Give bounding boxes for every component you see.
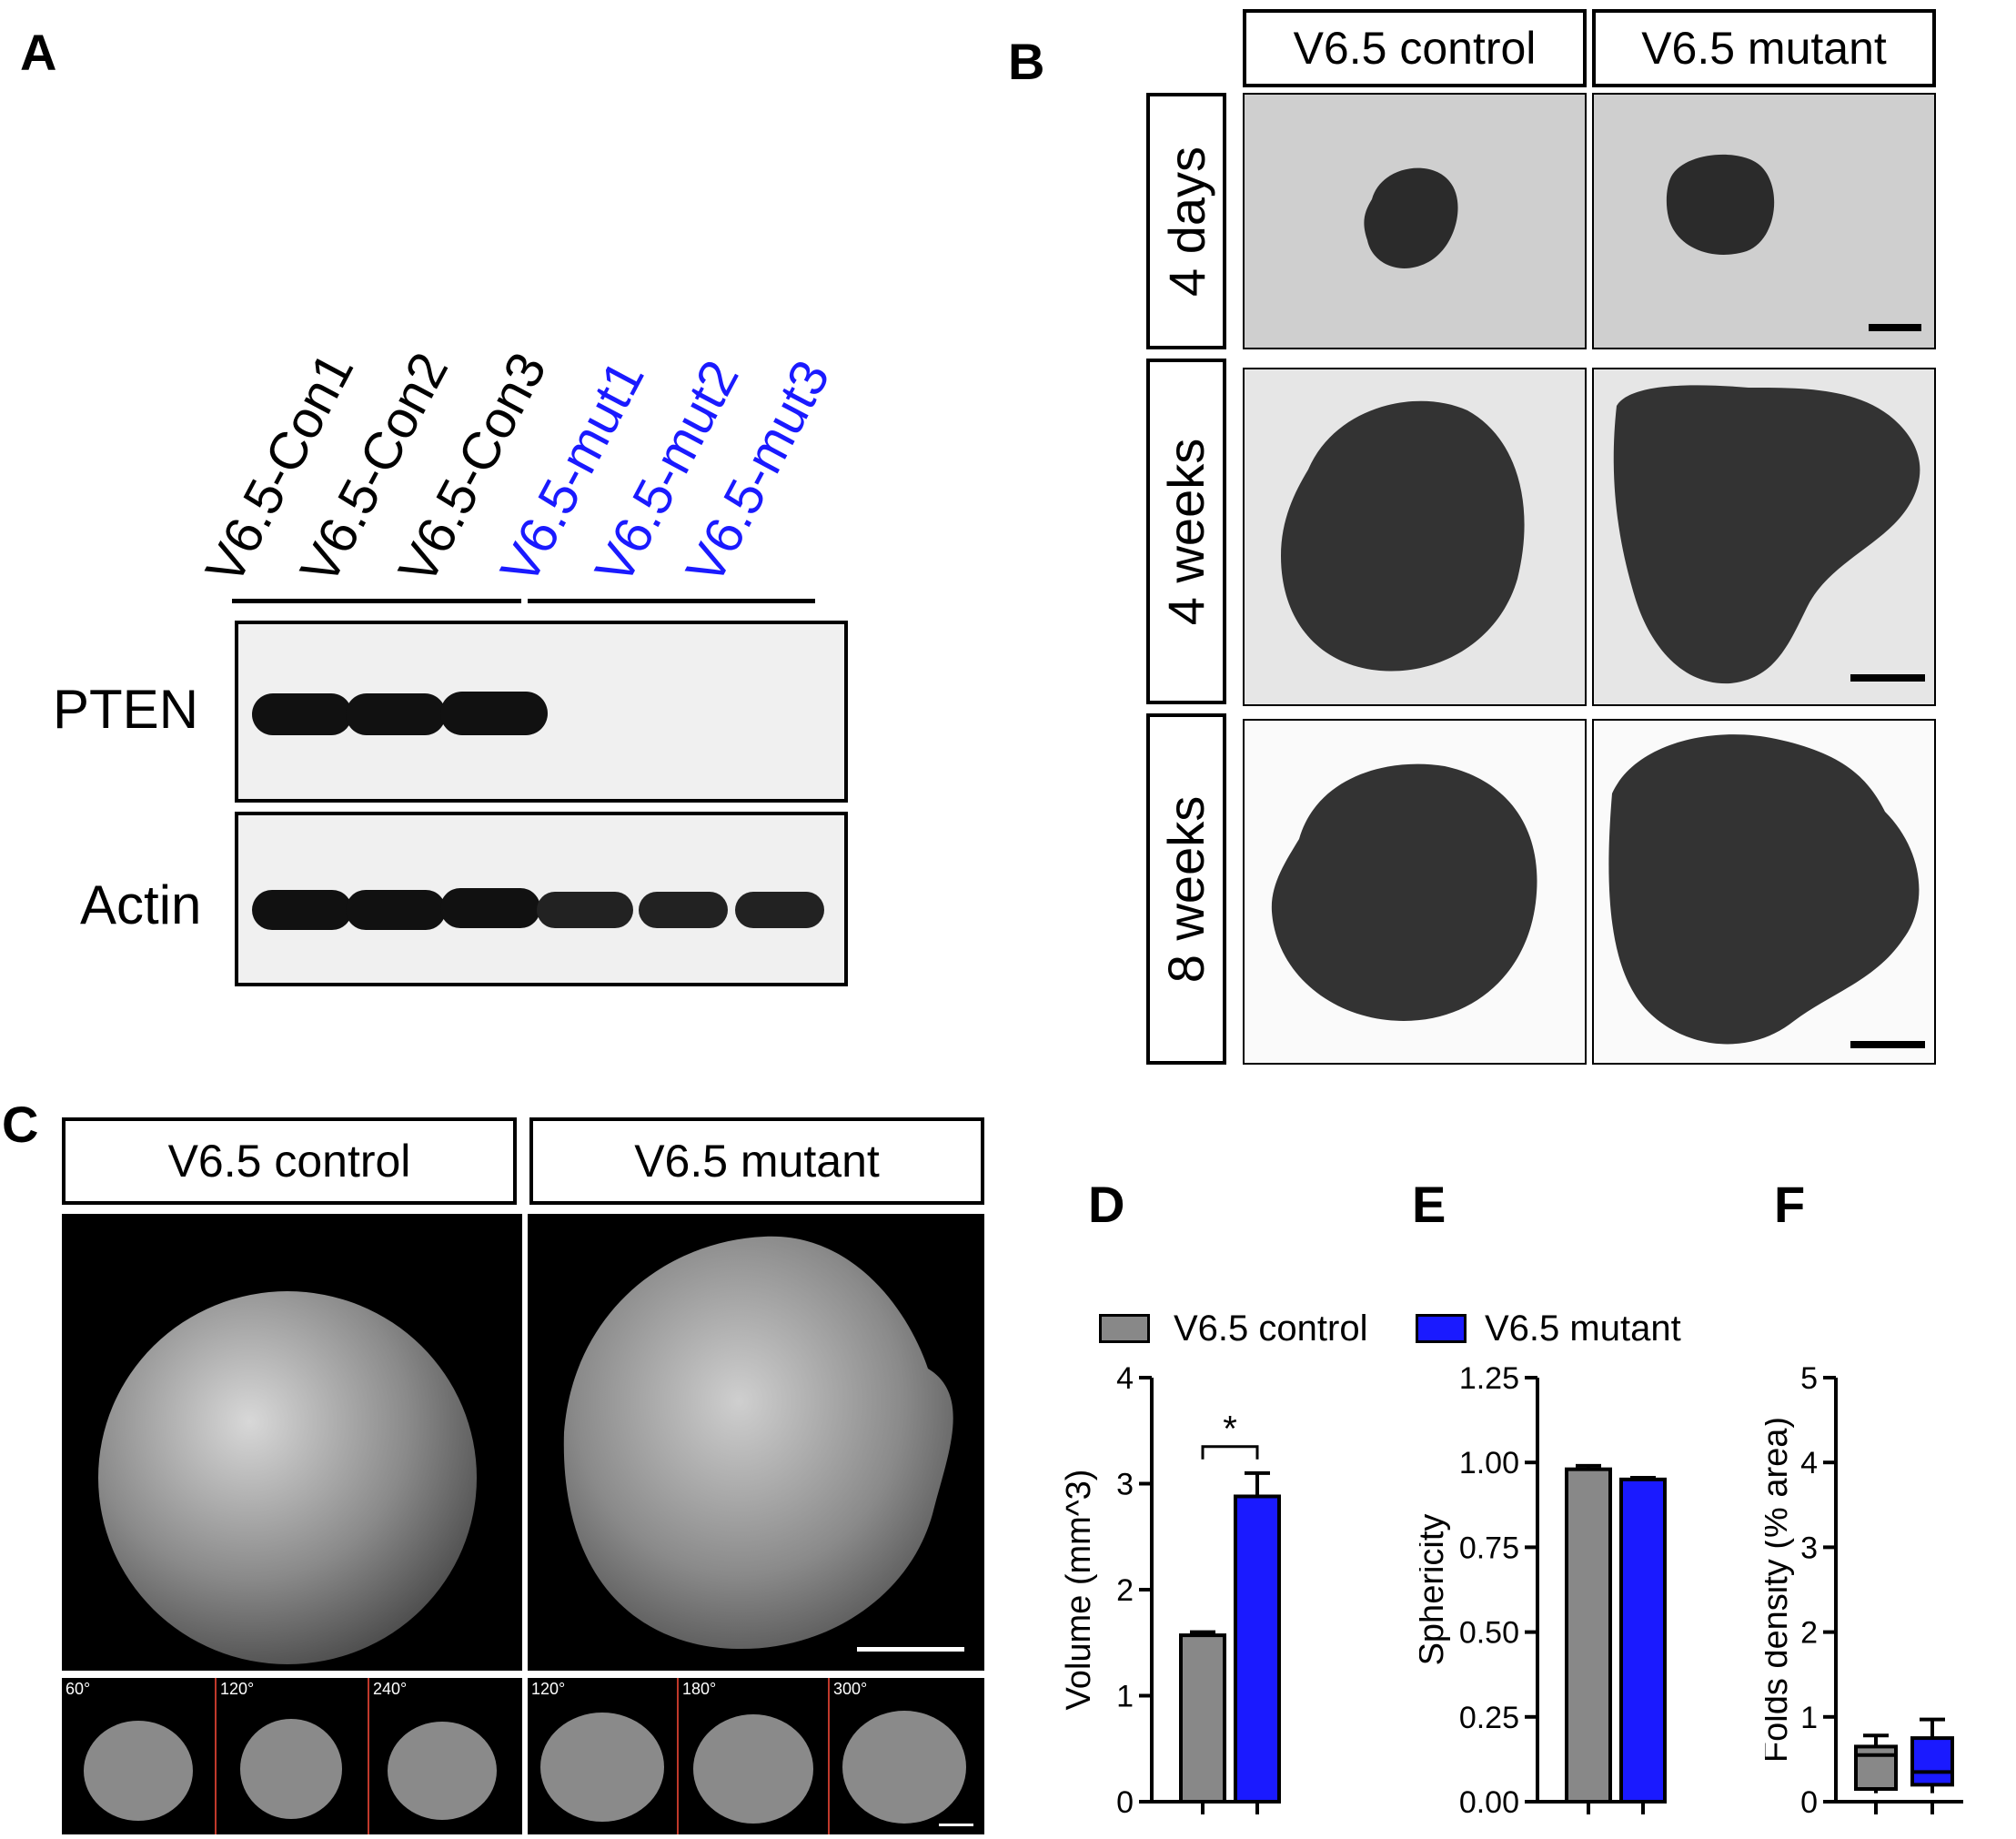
bar xyxy=(1179,1633,1226,1804)
y-tick-label: 0 xyxy=(1116,1785,1134,1820)
significance-star: * xyxy=(1223,1410,1237,1450)
y-tick-label: 3 xyxy=(1116,1468,1134,1502)
bar xyxy=(1565,1467,1612,1804)
actin-blot xyxy=(235,812,848,986)
y-axis-label: Volume (mm^3) xyxy=(1064,1470,1098,1711)
y-tick-label: 3 xyxy=(1800,1531,1818,1565)
divider xyxy=(215,1678,217,1834)
legend-label-mutant: V6.5 mutant xyxy=(1485,1309,1681,1349)
significance-bracket xyxy=(1201,1445,1259,1460)
y-tick-label: 0.50 xyxy=(1459,1616,1519,1651)
y-tick-label: 4 xyxy=(1800,1446,1818,1480)
b-img-control-8weeks xyxy=(1243,719,1587,1065)
y-axis-label: Sphericity xyxy=(1419,1514,1451,1666)
box xyxy=(1910,1736,1954,1787)
c-strip-mutant: 120° 180° 300° xyxy=(528,1678,984,1834)
panel-letter-b: B xyxy=(1008,33,1045,90)
b-col-header-control: V6.5 control xyxy=(1243,9,1587,87)
c-col-header-control: V6.5 control xyxy=(62,1117,517,1205)
c-img-mutant xyxy=(528,1214,984,1671)
angle-label: 120° xyxy=(220,1680,255,1698)
scale-bar xyxy=(857,1647,964,1652)
y-tick-label: 2 xyxy=(1800,1616,1818,1651)
y-tick-label: 0.00 xyxy=(1459,1785,1519,1820)
angle-label: 60° xyxy=(66,1680,91,1698)
mutant-group-bar xyxy=(528,599,815,603)
pten-blot xyxy=(235,621,848,803)
panel-letter-a: A xyxy=(20,24,57,81)
panel-letter-c: C xyxy=(2,1096,39,1153)
row-label-pten: PTEN xyxy=(53,679,199,740)
b-img-mutant-4weeks xyxy=(1592,368,1936,706)
chart-sphericity: 0.00 0.25 0.50 0.75 1.00 1.25 Sphericity xyxy=(1419,1361,1667,1820)
b-col-header-mutant: V6.5 mutant xyxy=(1592,9,1936,87)
panel-letter-f: F xyxy=(1774,1176,1806,1233)
b-row-header-4days: 4 days xyxy=(1146,93,1226,349)
band xyxy=(252,693,352,735)
c-col-header-mutant: V6.5 mutant xyxy=(529,1117,984,1205)
legend-swatch-control xyxy=(1099,1314,1150,1343)
band xyxy=(346,890,446,930)
row-label-actin: Actin xyxy=(80,874,202,935)
y-tick-label: 0.75 xyxy=(1459,1531,1519,1565)
y-tick-label: 4 xyxy=(1116,1361,1134,1396)
y-tick-label: 1.00 xyxy=(1459,1446,1519,1480)
angle-label: 180° xyxy=(682,1680,717,1698)
b-row-header-4weeks: 4 weeks xyxy=(1146,359,1226,704)
band xyxy=(537,892,633,928)
divider xyxy=(368,1678,369,1834)
b-img-control-4days xyxy=(1243,93,1587,349)
b-row-header-8weeks: 8 weeks xyxy=(1146,713,1226,1065)
divider xyxy=(828,1678,830,1834)
band xyxy=(639,892,728,928)
angle-label: 240° xyxy=(373,1680,408,1698)
box xyxy=(1854,1744,1898,1792)
legend-label-control: V6.5 control xyxy=(1174,1309,1368,1349)
band xyxy=(735,892,824,928)
y-tick-label: 1 xyxy=(1116,1680,1134,1714)
bar xyxy=(1619,1477,1667,1804)
scale-bar xyxy=(1869,324,1921,331)
band xyxy=(346,693,446,735)
scale-bar xyxy=(1850,674,1925,682)
angle-label: 300° xyxy=(833,1680,868,1698)
b-img-mutant-8weeks xyxy=(1592,719,1936,1065)
scale-bar xyxy=(1850,1041,1925,1048)
b-img-mutant-4days xyxy=(1592,93,1936,349)
y-tick-label: 0.25 xyxy=(1459,1701,1519,1735)
panel-letter-d: D xyxy=(1088,1176,1125,1233)
band xyxy=(252,890,352,930)
y-tick-label: 1.25 xyxy=(1459,1361,1519,1396)
bar xyxy=(1234,1494,1281,1804)
y-tick-label: 2 xyxy=(1116,1573,1134,1608)
y-axis-label: Folds density (% area) xyxy=(1765,1417,1795,1763)
angle-label: 120° xyxy=(531,1680,566,1698)
c-img-control xyxy=(62,1214,522,1671)
legend-swatch-mutant xyxy=(1416,1314,1467,1343)
chart-volume: 0 1 2 3 4 Volume (mm^3) * xyxy=(1064,1361,1281,1820)
panel-letter-e: E xyxy=(1412,1176,1446,1233)
c-strip-control: 60° 120° 240° xyxy=(62,1678,522,1834)
b-img-control-4weeks xyxy=(1243,368,1587,706)
divider xyxy=(677,1678,679,1834)
control-group-bar xyxy=(232,599,521,603)
band xyxy=(440,888,540,928)
band xyxy=(440,692,548,735)
scale-bar xyxy=(939,1824,973,1826)
y-tick-label: 0 xyxy=(1800,1785,1818,1820)
y-tick-label: 1 xyxy=(1800,1701,1818,1735)
y-tick-label: 5 xyxy=(1800,1361,1818,1396)
